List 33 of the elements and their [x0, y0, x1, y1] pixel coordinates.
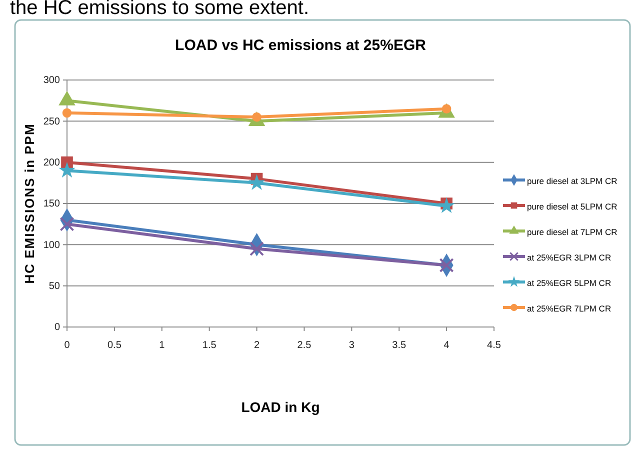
point [250, 242, 264, 256]
y-tick-label: 200 [43, 158, 60, 169]
point [60, 216, 74, 232]
point [62, 108, 72, 118]
x-tick-label: 2 [254, 340, 260, 351]
point [248, 174, 266, 190]
x-tick-label: 4.5 [487, 340, 502, 351]
y-tick-label: 250 [43, 116, 60, 128]
x-tick-label: 0 [64, 340, 70, 351]
point [58, 162, 76, 178]
chart-title: LOAD vs HC emissions at 25%EGR [175, 37, 426, 54]
legend-label: at 25%EGR 7LPM CR [527, 304, 612, 314]
x-tick-label: 4 [444, 340, 450, 351]
x-tick-label: 1 [159, 340, 166, 351]
y-tick-label: 0 [54, 322, 60, 334]
y-tick-label: 50 [48, 281, 60, 292]
x-tick-label: 1.5 [202, 340, 217, 351]
y-tick-label: 150 [43, 198, 60, 210]
legend-label: pure diesel at 5LPM CR [527, 202, 618, 212]
point [438, 197, 455, 214]
y-axis-title: HC EMISSIONS in PPM [22, 123, 37, 284]
y-tick-label: 300 [43, 75, 60, 86]
legend-label: at 25%EGR 5LPM CR [527, 278, 612, 288]
legend-label: pure diesel at 3LPM CR [527, 176, 618, 186]
legend-label: at 25%EGR 3LPM CR [527, 252, 612, 262]
y-tick-label: 100 [43, 240, 60, 251]
x-axis-title: LOAD in Kg [241, 399, 320, 415]
point [439, 258, 454, 273]
x-tick-label: 3.5 [392, 340, 406, 351]
x-tick-label: 0.5 [107, 340, 122, 351]
x-tick-label: 2.5 [297, 340, 312, 351]
legend-label: pure diesel at 7LPM CR [527, 227, 618, 237]
x-tick-label: 3 [348, 340, 355, 351]
